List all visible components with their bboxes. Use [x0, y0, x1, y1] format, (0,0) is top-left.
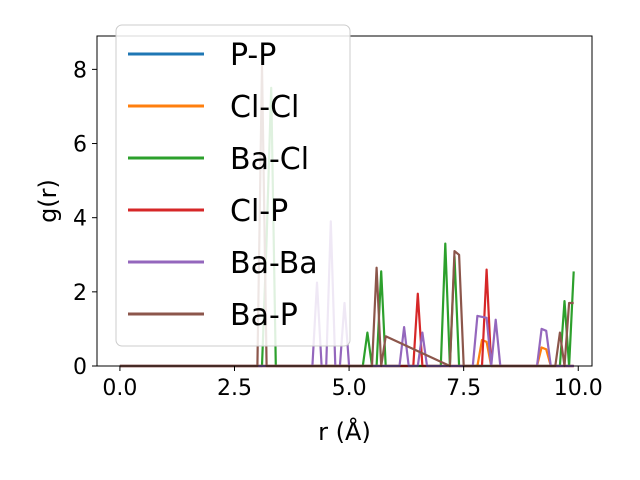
legend-label: Ba-P [230, 298, 298, 333]
legend-label: Ba-Cl [230, 142, 309, 177]
y-tick-label: 6 [73, 133, 87, 158]
y-tick-label: 2 [73, 281, 87, 306]
x-tick-label: 0.0 [102, 376, 137, 401]
y-axis-label: g(r) [34, 179, 62, 223]
y-tick-label: 8 [73, 58, 87, 83]
legend-label: Ba-Ba [230, 246, 318, 281]
y-axis: 0 2 4 6 8 [73, 58, 97, 380]
legend: P-P Cl-Cl Ba-Cl Cl-P Ba-Ba Ba-P [115, 24, 351, 347]
x-axis: 0.0 2.5 5.0 7.5 10.0 [102, 366, 603, 401]
y-tick-label: 0 [73, 355, 87, 380]
legend-label: P-P [230, 38, 276, 73]
x-tick-label: 2.5 [217, 376, 252, 401]
legend-label: Cl-Cl [230, 90, 299, 125]
y-tick-label: 4 [73, 207, 87, 232]
x-tick-label: 7.5 [446, 376, 481, 401]
x-tick-label: 5.0 [332, 376, 367, 401]
legend-label: Cl-P [230, 194, 288, 229]
x-tick-label: 10.0 [554, 376, 603, 401]
x-axis-label: r (Å) [318, 417, 371, 446]
